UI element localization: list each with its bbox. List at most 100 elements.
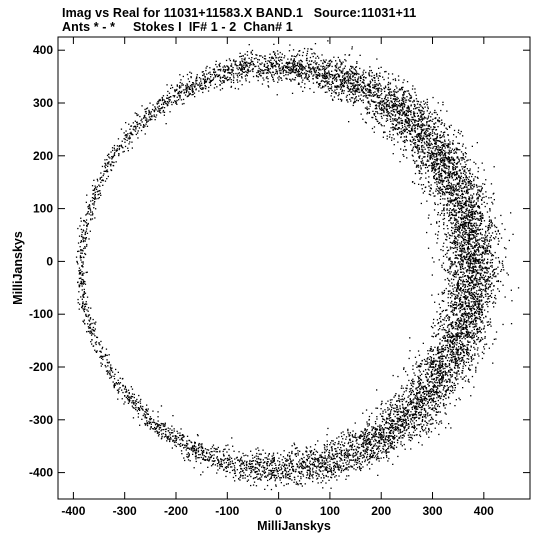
data-point [442, 318, 444, 321]
data-point [404, 139, 406, 142]
data-point [301, 458, 303, 460]
data-point [378, 433, 380, 436]
data-point [427, 247, 430, 249]
data-point [391, 406, 393, 409]
data-point [94, 198, 96, 200]
data-point [477, 362, 479, 364]
data-point [139, 400, 141, 402]
data-point [455, 276, 457, 278]
data-point [286, 67, 288, 69]
data-point [370, 81, 372, 83]
data-point [276, 50, 279, 52]
data-point [393, 410, 395, 412]
data-point [447, 386, 450, 389]
data-point [458, 170, 460, 172]
data-point [381, 92, 383, 95]
data-point [362, 443, 364, 445]
data-point [281, 79, 283, 81]
data-point [387, 451, 389, 453]
data-point [433, 360, 435, 362]
data-point [375, 457, 378, 459]
data-point [239, 465, 241, 467]
data-point [353, 436, 355, 438]
data-point [366, 111, 369, 114]
data-point [107, 175, 109, 178]
data-point [474, 216, 476, 218]
plot-frame [57, 36, 531, 500]
data-point [401, 107, 404, 109]
data-point [144, 422, 146, 425]
data-point [83, 272, 85, 274]
data-point [463, 293, 465, 295]
data-point [438, 356, 440, 358]
data-point [336, 437, 338, 439]
data-point [421, 127, 423, 129]
data-point [454, 363, 456, 365]
data-point [470, 186, 472, 188]
data-point [245, 461, 248, 464]
data-point [347, 79, 350, 81]
data-point [278, 66, 280, 68]
data-point [430, 188, 432, 190]
data-point [399, 131, 401, 133]
data-point [309, 88, 311, 90]
data-point [354, 100, 356, 102]
data-point [81, 261, 83, 263]
data-point [415, 387, 417, 389]
data-point [108, 362, 110, 364]
data-point [347, 71, 349, 74]
data-point [380, 408, 382, 410]
data-point [443, 329, 445, 331]
data-point [441, 188, 443, 191]
data-point [461, 306, 463, 308]
data-point [164, 433, 167, 435]
data-point [421, 416, 424, 419]
data-point [193, 467, 195, 469]
data-point [404, 145, 406, 148]
data-point [448, 357, 450, 359]
data-point [274, 55, 277, 57]
data-point [252, 466, 254, 469]
data-point [118, 145, 121, 147]
data-point [463, 256, 465, 259]
data-point [329, 460, 331, 462]
data-point [375, 423, 377, 425]
data-point [466, 218, 469, 220]
data-point [159, 427, 162, 429]
data-point [430, 372, 433, 374]
data-point [421, 403, 424, 405]
data-point [290, 461, 292, 463]
data-point [392, 424, 394, 426]
data-point [456, 176, 458, 179]
data-point [454, 372, 456, 374]
data-point [157, 425, 159, 427]
data-point [343, 92, 345, 94]
data-point [267, 69, 269, 71]
data-point [432, 138, 434, 140]
data-point [387, 443, 389, 445]
data-point [389, 412, 392, 414]
data-point [467, 234, 469, 236]
data-point [324, 91, 326, 93]
data-point [477, 242, 479, 244]
data-point [451, 357, 453, 359]
data-point [468, 305, 470, 307]
data-point [455, 152, 458, 154]
data-point [343, 468, 346, 471]
data-point [465, 163, 467, 166]
data-point [422, 387, 424, 389]
data-point [426, 379, 428, 381]
data-point [399, 401, 401, 403]
data-point [434, 117, 436, 119]
data-point [489, 210, 491, 212]
data-point [464, 300, 466, 302]
data-point [446, 354, 448, 356]
data-point [445, 188, 447, 190]
data-point [389, 413, 391, 415]
data-point [392, 422, 394, 425]
data-point [299, 465, 301, 468]
data-point [145, 108, 148, 110]
data-point [145, 117, 147, 119]
data-point [179, 85, 181, 87]
data-point [366, 88, 369, 90]
